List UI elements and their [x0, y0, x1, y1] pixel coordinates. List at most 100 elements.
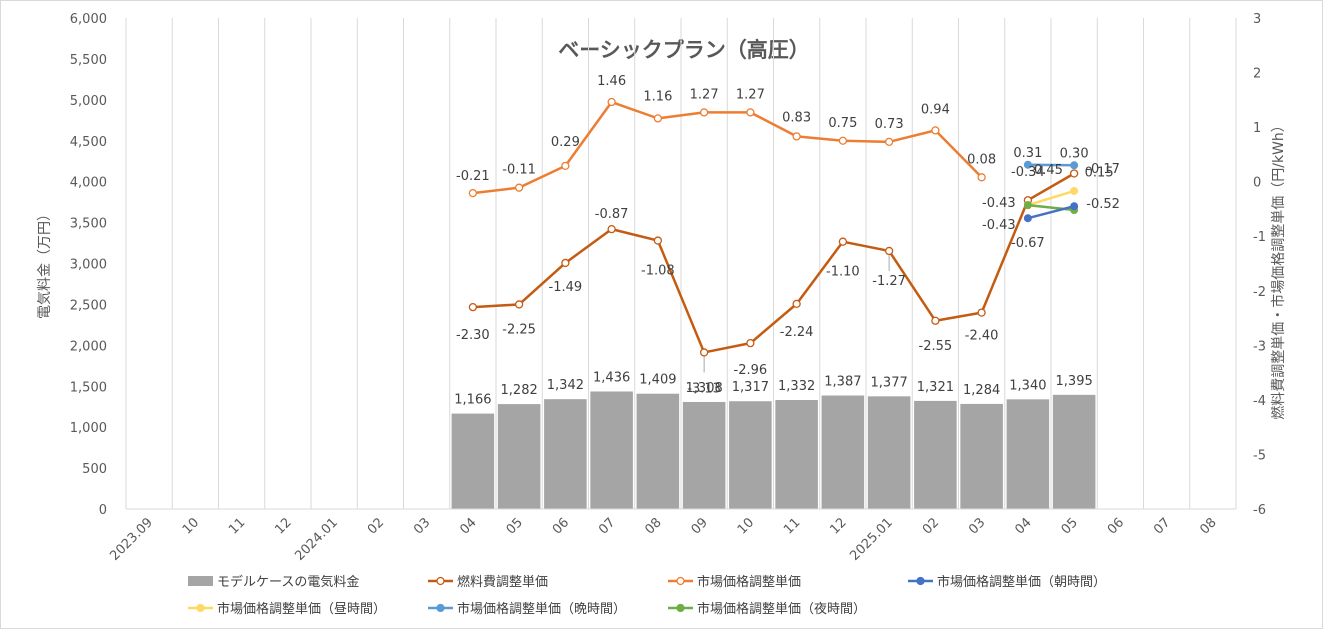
legend-swatch: [188, 576, 213, 586]
x-tick-label: 08: [642, 515, 664, 537]
y2-tick-label: -1: [1253, 230, 1266, 245]
fuel-adjustment-data-label: -3.13: [687, 381, 721, 396]
grid-layer: [125, 18, 1237, 509]
x-tick-label: 08: [1197, 515, 1219, 537]
bar-data-label: 1,166: [454, 393, 491, 408]
market-adjustment-point: [884, 137, 894, 146]
market-adjustment-data-label: -0.21: [456, 169, 490, 184]
bar: [1052, 394, 1096, 509]
y-tick-label: 6,000: [70, 12, 107, 27]
bar: [590, 391, 633, 509]
fuel-adjustment-data-label: -2.25: [502, 322, 536, 337]
market-daytime-data-label: -0.17: [1086, 162, 1120, 177]
x-tick-label: 04: [1012, 515, 1034, 537]
legend: モデルケースの電気料金 燃料費調整単価 市場価格調整単価 市場価格調整単価（朝時間） 市…: [188, 574, 1106, 617]
y-axis-title: 電気料金（万円）: [37, 207, 53, 319]
market-adjustment-point: [792, 132, 801, 141]
legend-item: 市場価格調整単価: [668, 574, 801, 590]
fuel-adjustment-line: [472, 172, 1075, 354]
fuel-adjustment-data-label: -2.55: [919, 339, 953, 354]
fuel-adjustment-point: [653, 236, 663, 245]
x-tick-label: 02: [920, 515, 942, 537]
fuel-adjustment-point: [607, 224, 616, 234]
fuel-adjustment-data-label: -1.49: [549, 280, 583, 295]
y-tick-label: 1,500: [70, 380, 107, 395]
fuel-adjustment-point: [977, 308, 986, 317]
market-adjustment-point: [561, 161, 570, 170]
legend-marker: [676, 603, 685, 613]
y2-axis-title: 燃料費調整単価・市場価格調整単価（円/kWh）: [1270, 118, 1287, 420]
market-adjustment-data-label: 0.75: [828, 116, 857, 131]
x-tick-label: 2023.09: [107, 515, 156, 564]
fuel-adjustment-data-label: -1.10: [826, 265, 860, 280]
bar: [497, 404, 541, 509]
bar: [1006, 399, 1050, 509]
legend-label: 市場価格調整単価（朝時間）: [937, 574, 1106, 590]
fuel-adjustment-data-label: -1.08: [641, 264, 675, 279]
fuel-adjustment-data-label: -1.27: [872, 274, 906, 289]
y-tick-label: 4,000: [70, 176, 107, 191]
y2-tick-label: 1: [1253, 121, 1261, 136]
market-morning-line: [1027, 205, 1075, 220]
fuel-adjustment-data-label: -2.30: [456, 328, 490, 343]
market-evening-data-label: 0.31: [1013, 146, 1042, 161]
market-night-data-label: -0.52: [1086, 197, 1120, 212]
bar: [636, 393, 680, 509]
lines-layer: [468, 97, 1079, 357]
bar-data-label: 1,436: [593, 370, 630, 385]
market-adjustment-point: [699, 108, 709, 117]
y2-tick-label: -2: [1253, 285, 1266, 300]
bar-data-label: 1,317: [732, 380, 769, 395]
x-tick-label: 12: [272, 515, 294, 537]
chart-title: ベーシックプラン（高圧）: [558, 38, 810, 62]
bar-data-label: 1,395: [1056, 374, 1093, 389]
market-adjustment-data-label: 0.83: [782, 110, 811, 125]
legend-marker: [436, 576, 445, 586]
market-adjustment-point: [838, 136, 848, 145]
legend-marker: [916, 576, 925, 586]
x-tick-label: 09: [689, 515, 711, 537]
legend-marker: [196, 603, 205, 613]
fuel-adjustment-point: [514, 300, 524, 309]
bar-data-label: 1,377: [871, 375, 908, 390]
y2-tick-label: -4: [1253, 394, 1266, 409]
fuel-adjustment-point: [746, 339, 755, 348]
legend-item: 市場価格調整単価（昼時間）: [188, 601, 386, 617]
fuel-adjustment-data-label: -2.96: [734, 363, 768, 378]
market-evening-point: [1023, 160, 1032, 169]
legend-item: 燃料費調整単価: [428, 574, 548, 590]
legend-label: 市場価格調整単価（昼時間）: [217, 601, 386, 617]
fuel-adjustment-data-label: -2.40: [965, 329, 999, 344]
market-adjustment-point: [931, 126, 940, 135]
fuel-adjustment-point: [931, 316, 940, 325]
bar: [451, 413, 495, 509]
fuel-adjustment-point: [561, 258, 570, 268]
bar: [821, 395, 865, 509]
x-tick-label: 03: [411, 515, 433, 537]
y-tick-label: 3,500: [70, 217, 107, 232]
market-night-point: [1023, 201, 1032, 210]
fuel-adjustment-data-label: 0.15: [1085, 165, 1114, 180]
fuel-adjustment-point: [838, 237, 848, 246]
fuel-adjustment-point: [1069, 169, 1079, 178]
market-daytime-point: [1070, 186, 1079, 195]
y2-tick-label: 0: [1253, 176, 1261, 191]
bar-data-label: 1,342: [547, 378, 584, 393]
bar-data-label: 1,282: [501, 383, 538, 398]
y2-tick-label: -6: [1253, 503, 1266, 518]
market-morning-data-label: -0.67: [1011, 236, 1045, 251]
x-tick-label: 03: [966, 515, 988, 537]
x-tick-label: 06: [1105, 515, 1127, 537]
market-adjustment-line: [472, 100, 983, 195]
x-tick-label: 10: [735, 515, 757, 537]
fuel-adjustment-data-label: -0.34: [1011, 165, 1045, 180]
market-daytime-data-label: -0.43: [982, 196, 1016, 211]
x-tick-label: 07: [1151, 515, 1173, 537]
legend-item: 市場価格調整単価（晩時間）: [428, 601, 626, 617]
market-adjustment-point: [977, 173, 986, 182]
market-adjustment-data-label: -0.11: [502, 163, 536, 178]
y-tick-label: 2,000: [70, 339, 107, 354]
market-evening-line: [1027, 163, 1075, 167]
